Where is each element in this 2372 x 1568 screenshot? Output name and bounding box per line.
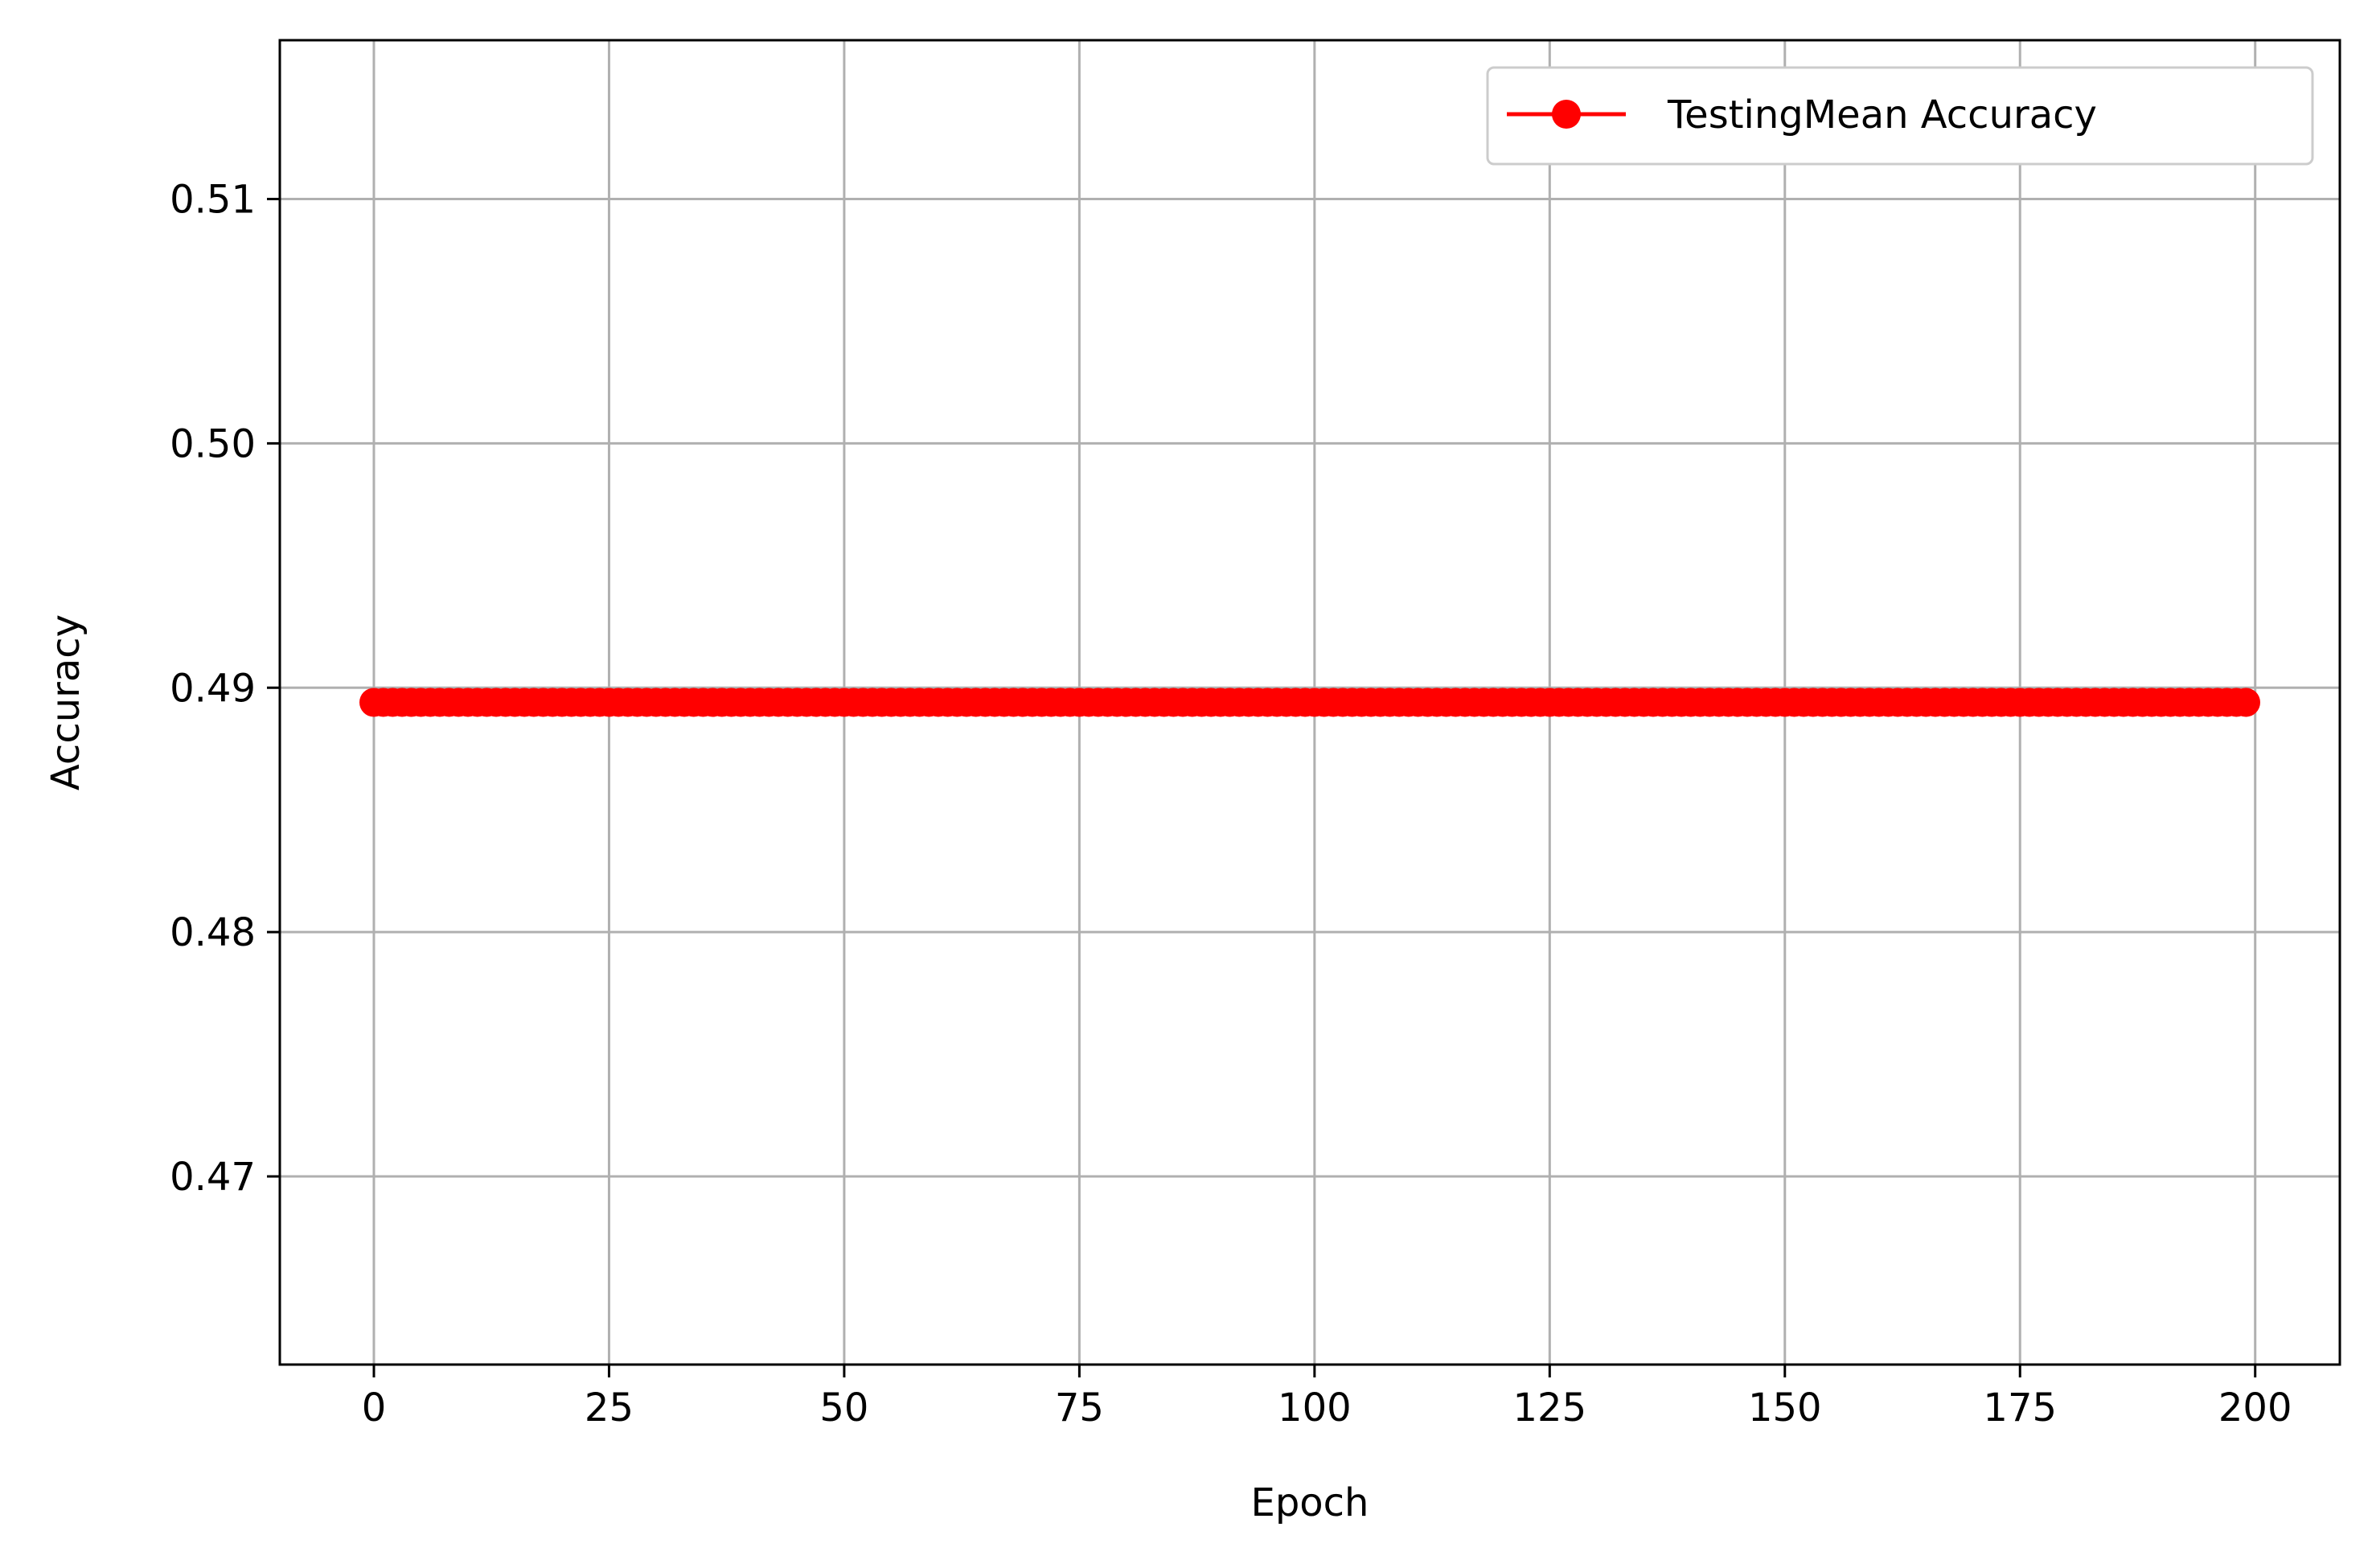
y-tick-label: 0.47 [170, 1155, 256, 1200]
x-axis-label: Epoch [1251, 1480, 1369, 1525]
x-tick-label: 200 [2218, 1385, 2292, 1430]
x-tick-label: 175 [1983, 1385, 2057, 1430]
x-tick-label: 0 [362, 1385, 387, 1430]
y-axis-label: Accuracy [43, 614, 88, 790]
legend: TestingMean Accuracy [1486, 66, 2314, 166]
y-tick-label: 0.50 [170, 421, 256, 466]
x-axis: 0 25 50 75 100 125 150 175 200 [362, 1365, 2292, 1430]
legend-box [1486, 66, 2314, 166]
y-tick-label: 0.48 [170, 910, 256, 955]
y-tick-label: 0.51 [170, 178, 256, 223]
legend-entry-label: TestingMean Accuracy [1667, 92, 2097, 138]
y-tick-label: 0.49 [170, 666, 256, 711]
data-point [2231, 688, 2261, 717]
y-axis: 0.47 0.48 0.49 0.50 0.51 [170, 178, 280, 1200]
x-tick-label: 25 [585, 1385, 634, 1430]
series-layer [359, 688, 2261, 717]
x-tick-label: 150 [1748, 1385, 1822, 1430]
x-tick-label: 100 [1278, 1385, 1352, 1430]
plot-frame [278, 39, 2341, 1366]
x-tick-label: 75 [1055, 1385, 1104, 1430]
x-tick-label: 50 [819, 1385, 868, 1430]
legend-marker-swatch [1552, 100, 1581, 129]
x-tick-label: 125 [1513, 1385, 1587, 1430]
